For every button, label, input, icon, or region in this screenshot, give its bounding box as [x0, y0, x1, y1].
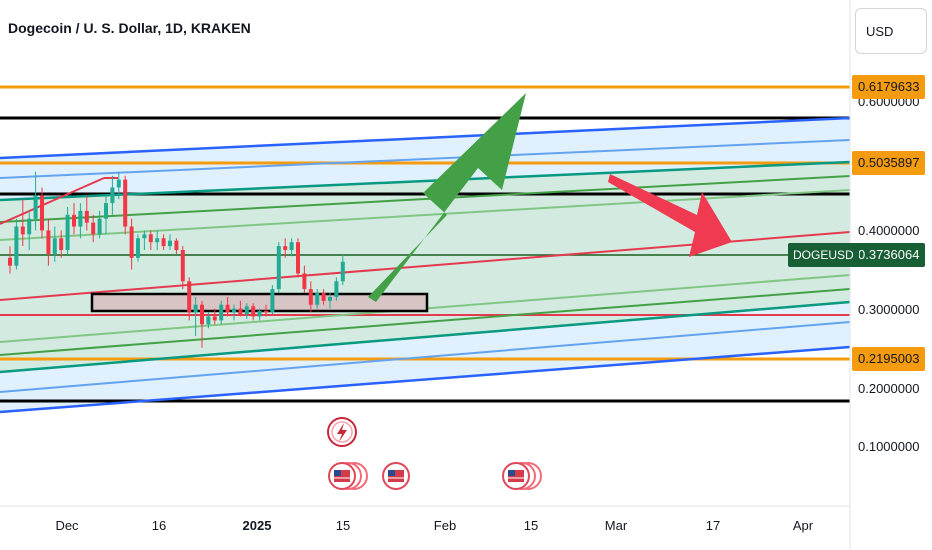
economic-event-icon-2[interactable] — [382, 462, 410, 490]
x-axis-label: Apr — [792, 518, 814, 533]
red-arrow-down[interactable] — [608, 174, 732, 257]
candle-body — [116, 179, 121, 188]
candle-body — [212, 316, 217, 321]
candle-body — [270, 289, 275, 313]
x-axis-label: 15 — [335, 518, 351, 533]
green-arrow-up[interactable] — [368, 93, 526, 302]
candle-body — [27, 218, 32, 235]
channel-line-lightblue-bot — [0, 321, 851, 393]
channel-line-blue-bot — [0, 345, 851, 414]
candle-body — [321, 293, 326, 301]
candle-body — [161, 238, 166, 247]
candle-body — [91, 222, 96, 235]
candle-body — [148, 234, 153, 243]
candle-body — [238, 308, 243, 315]
x-axis-label: 2025 — [242, 518, 272, 533]
candle-body — [334, 281, 339, 297]
candle-body — [225, 304, 230, 313]
channel-line-green-top-1 — [0, 175, 851, 223]
candle-body — [110, 187, 115, 204]
candle-body — [328, 296, 332, 301]
candle-body — [174, 240, 179, 251]
candle-body — [142, 234, 147, 239]
candle-body — [200, 304, 204, 325]
candle-body — [72, 214, 76, 227]
y-axis-label: 0.4000000 — [858, 223, 920, 238]
channel-line-green-top-2 — [0, 189, 851, 241]
candle-body — [40, 195, 44, 231]
candle-body — [206, 316, 211, 325]
candle-body — [315, 293, 320, 305]
channel-line-teal-top — [0, 160, 851, 202]
x-axis-label: 17 — [705, 518, 721, 533]
channel-line-green-bot-2 — [0, 288, 851, 356]
candle-body — [168, 240, 172, 247]
y-axis-label: 0.3000000 — [858, 302, 920, 317]
candle-body — [264, 310, 268, 313]
candle-body — [251, 306, 256, 317]
candle-body — [244, 306, 249, 315]
candle-body — [46, 230, 51, 254]
candle-body — [193, 304, 198, 313]
candle-body — [289, 242, 294, 251]
price-tag-orange-1: 0.6179633 — [852, 75, 926, 99]
candle-body — [257, 310, 262, 317]
candle-body — [155, 238, 160, 243]
candle-body — [33, 195, 38, 219]
x-axis-label: Dec — [55, 518, 79, 533]
symbol-tag: DOGEUSD — [788, 243, 859, 267]
candle-body — [219, 304, 224, 321]
economic-event-icon-1[interactable] — [328, 462, 368, 490]
candle-body — [65, 214, 70, 251]
price-tag-orange-3: 0.2195003 — [852, 347, 926, 371]
candle-body — [129, 226, 134, 258]
candle-body — [59, 238, 64, 251]
candle-body — [104, 203, 108, 219]
trend-line-red — [0, 177, 105, 225]
candle-body — [97, 218, 102, 235]
channel-line-blue-top — [0, 116, 851, 160]
channel-line-lightblue-top — [0, 139, 851, 179]
candle-body — [20, 226, 25, 235]
candle-body — [283, 246, 288, 251]
currency-button[interactable]: USD — [855, 8, 927, 54]
candle-body — [276, 246, 281, 290]
price-tag-orange-2: 0.5035897 — [852, 151, 926, 175]
candle-body — [84, 210, 89, 223]
y-axis-label: 0.1000000 — [858, 439, 920, 454]
candle-body — [123, 179, 128, 227]
candle-body — [296, 242, 300, 274]
x-axis-label: Feb — [433, 518, 457, 533]
candle-body — [340, 261, 345, 282]
candle-body — [232, 308, 236, 313]
candle-body — [180, 250, 185, 282]
candle-body — [308, 289, 313, 305]
candle-body — [8, 257, 12, 266]
economic-event-icon-3[interactable] — [502, 462, 542, 490]
candle-body — [187, 281, 192, 313]
lightning-event-icon[interactable] — [327, 417, 357, 447]
last-price-tag: 0.3736064 — [852, 243, 926, 267]
y-axis-label: 0.2000000 — [858, 381, 920, 396]
candle-body — [14, 226, 19, 266]
candle-body — [78, 210, 83, 227]
candle-body — [52, 238, 57, 254]
candle-body — [136, 238, 140, 258]
x-axis-label: 15 — [523, 518, 539, 533]
candles-group — [8, 171, 345, 348]
x-axis-label: Mar — [604, 518, 628, 533]
chart-title: Dogecoin / U. S. Dollar, 1D, KRAKEN — [8, 20, 251, 36]
x-axis-label: 16 — [151, 518, 167, 533]
currency-label: USD — [866, 23, 894, 39]
channel-line-teal-bot — [0, 300, 851, 374]
candle-body — [302, 273, 307, 290]
